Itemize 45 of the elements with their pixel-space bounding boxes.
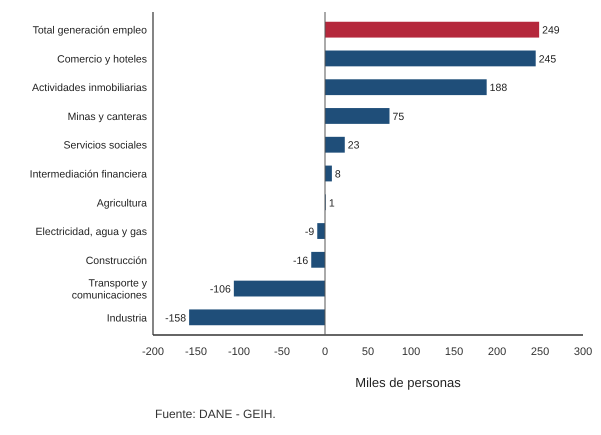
x-tick-label: 200 [488, 346, 506, 358]
x-tick-label: 100 [402, 346, 420, 358]
bar [311, 252, 325, 268]
data-label: 249 [542, 24, 560, 37]
y-tick-label: Total generación empleo [32, 24, 148, 37]
x-tick-label: -100 [228, 346, 250, 358]
y-tick-label: Agricultura [96, 197, 148, 210]
data-label: -106 [210, 284, 231, 296]
x-tick-label: 150 [444, 346, 464, 358]
y-tick-label: Actividades inmobiliarias [32, 82, 147, 94]
bar [325, 166, 332, 182]
x-tick-label: -150 [184, 346, 208, 358]
data-label: 188 [490, 82, 508, 94]
bar [317, 223, 325, 239]
data-label: -9 [304, 226, 314, 238]
data-label: 75 [392, 110, 404, 123]
x-tick-label: 250 [530, 346, 550, 358]
data-label: -158 [165, 312, 186, 324]
x-axis-title: Miles de personas [355, 375, 462, 390]
y-tick-label: Intermediación financiera [30, 168, 148, 180]
data-label: 1 [328, 197, 335, 210]
y-tick-label: Minas y canteras [68, 110, 147, 123]
bar [189, 309, 325, 326]
y-tick-label: Industria [106, 312, 148, 324]
y-tick-label: Comercio y hoteles [57, 53, 147, 66]
x-tick-label: 50 [362, 346, 374, 358]
x-tick-label: 300 [574, 346, 592, 358]
bar [325, 108, 390, 124]
x-tick-label: 0 [322, 346, 328, 358]
bar [325, 79, 487, 96]
data-label: -16 [293, 254, 308, 267]
bar [325, 136, 345, 153]
bar [234, 280, 325, 296]
y-tick-label: Transporte y comunicaciones [72, 278, 148, 302]
x-tick-label: -200 [142, 346, 164, 358]
data-label: 8 [334, 168, 341, 180]
bar [325, 50, 536, 66]
x-tick-label: -50 [274, 346, 290, 358]
y-tick-label: Electricidad, agua y gas [36, 226, 147, 238]
bar [325, 22, 540, 38]
source-note: Fuente: DANE - GEIH. [155, 407, 276, 421]
data-label: 245 [538, 53, 556, 66]
data-label: 23 [348, 140, 360, 152]
y-tick-label: Servicios sociales [64, 140, 147, 152]
y-tick-label: Construcción [86, 254, 148, 267]
